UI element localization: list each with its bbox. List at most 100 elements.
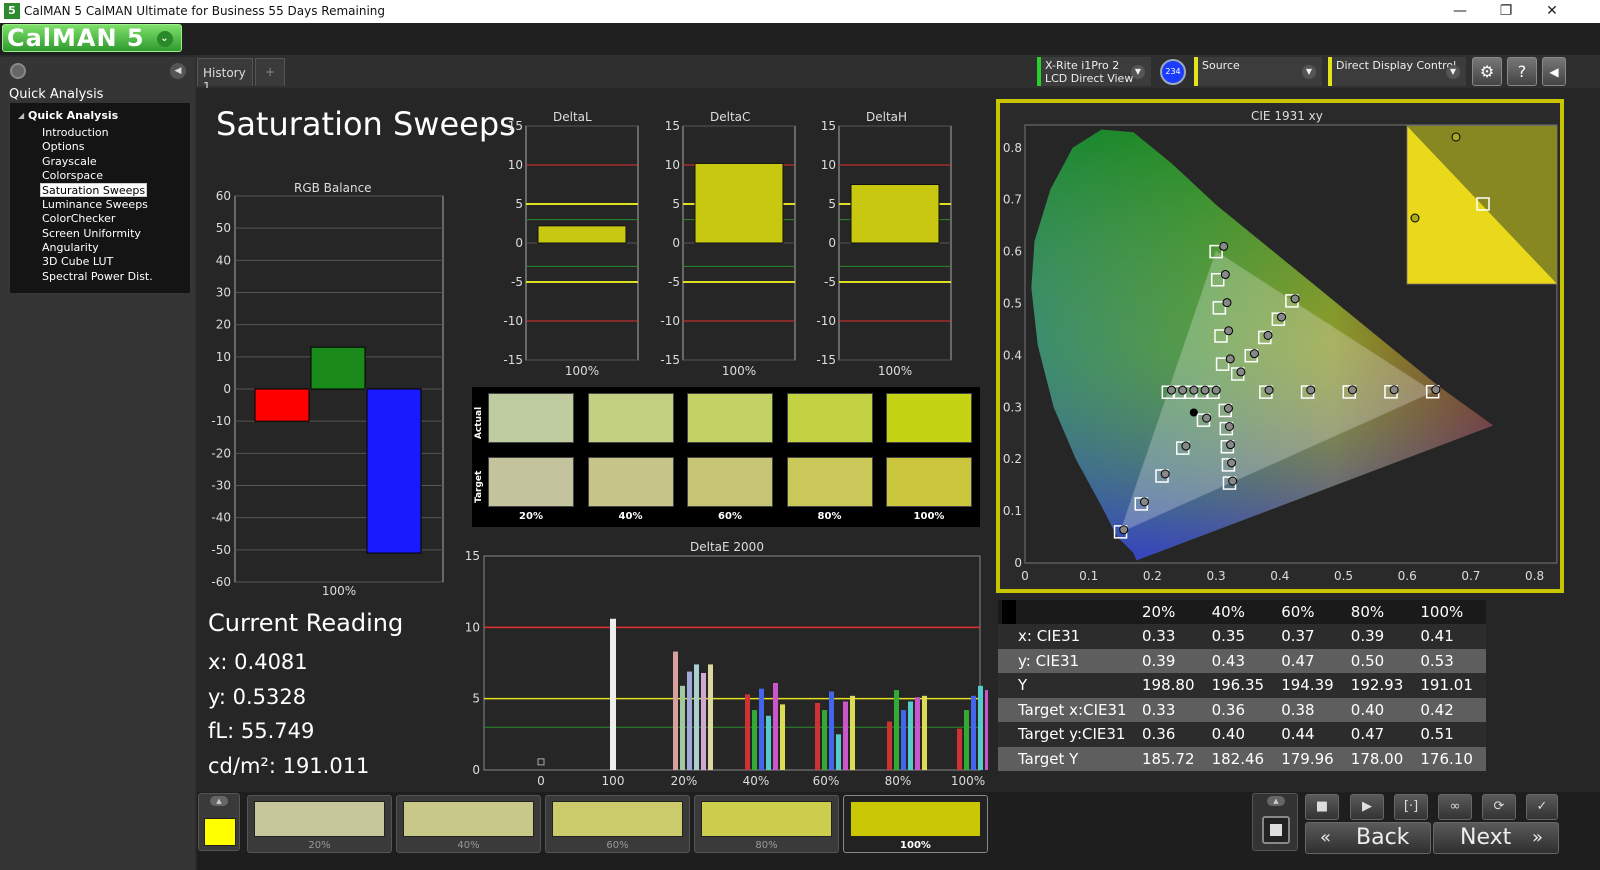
add-tab-button[interactable]: + xyxy=(255,58,285,86)
table-cell: 0.33 xyxy=(1142,700,1176,719)
sidebar-item-grayscale[interactable]: Grayscale xyxy=(42,155,97,168)
deltae-bar xyxy=(964,710,969,770)
table-cell: 0.53 xyxy=(1420,651,1454,670)
chevron-up-icon: ▲ xyxy=(210,796,228,806)
patch-button-80[interactable]: 80% xyxy=(694,795,839,853)
meter-badge[interactable]: 234 xyxy=(1160,59,1186,85)
cie-measured-point xyxy=(1167,385,1177,395)
sidebar-item-3d-cube-lut[interactable]: 3D Cube LUT xyxy=(42,255,114,268)
stop-pattern-button[interactable]: ▲ xyxy=(1252,793,1298,851)
back-button[interactable]: « Back xyxy=(1305,822,1431,854)
cie-x-tick: 0.5 xyxy=(1334,569,1353,583)
table-cell: 178.00 xyxy=(1350,749,1404,768)
tab-history-1[interactable]: History 1 xyxy=(197,58,253,94)
table-cell: 192.93 xyxy=(1350,676,1404,695)
window-titlebar: 5 CalMAN 5 CalMAN Ultimate for Business … xyxy=(0,0,1600,23)
rgb-bar-b xyxy=(366,388,422,554)
table-cell: 0.47 xyxy=(1350,725,1385,744)
patch-swatch xyxy=(850,801,981,837)
refresh-icon[interactable]: ⟳ xyxy=(1482,794,1516,820)
cie-zoom-target xyxy=(1476,197,1490,211)
actual-swatch xyxy=(886,393,972,443)
delta-tick-label: -15 xyxy=(503,353,523,367)
rgb-tick-label: 60 xyxy=(216,190,231,203)
sidebar-item-introduction[interactable]: Introduction xyxy=(42,126,109,139)
delta-chart-title: DeltaC xyxy=(710,110,751,124)
deltae-bar xyxy=(822,710,827,770)
meter-selector[interactable]: X-Rite i1Pro 2 LCD Direct View ▼ xyxy=(1037,57,1151,86)
tree-collapse-icon[interactable]: ◢ xyxy=(18,111,25,120)
table-cell: 176.10 xyxy=(1420,749,1473,768)
patch-label: 20% xyxy=(308,840,331,851)
deltae-tick-label: 15 xyxy=(465,549,480,563)
sidebar-item-colorspace[interactable]: Colorspace xyxy=(42,169,103,182)
table-cell: 0.39 xyxy=(1142,651,1176,670)
next-arrow-icon: » xyxy=(1532,827,1544,848)
gear-icon[interactable]: ⚙ xyxy=(1472,57,1502,86)
patch-button-40[interactable]: 40% xyxy=(396,795,541,853)
table-cell: 0.40 xyxy=(1350,700,1385,719)
sidebar-item-options[interactable]: Options xyxy=(42,140,85,153)
sidebar-item-saturation-sweeps[interactable]: Saturation Sweeps xyxy=(40,183,148,197)
play-icon[interactable]: ▶ xyxy=(1350,794,1384,820)
patch-label: 80% xyxy=(755,840,778,851)
next-button[interactable]: Next » xyxy=(1433,822,1559,854)
swatch-label: 20% xyxy=(519,511,543,522)
rgb-tick-label: 20 xyxy=(216,318,231,332)
stop-icon[interactable]: ■ xyxy=(1305,794,1339,820)
delta-tick-label: 15 xyxy=(508,119,523,133)
minimize-button[interactable]: — xyxy=(1453,3,1467,19)
cie-measured-point xyxy=(1431,385,1441,395)
cie-x-tick: 0.7 xyxy=(1461,569,1480,583)
swatch-label: 40% xyxy=(618,511,643,522)
maximize-button[interactable]: ❐ xyxy=(1499,3,1513,19)
cie-zoom-measured xyxy=(1410,213,1420,223)
deltae-bar xyxy=(815,702,820,770)
help-icon[interactable]: ? xyxy=(1507,57,1537,86)
back-label: Back xyxy=(1356,825,1410,850)
sidebar-item-spectral-power[interactable]: Spectral Power Dist. xyxy=(42,270,153,283)
table-cell: 0.50 xyxy=(1350,651,1385,670)
pin-icon[interactable] xyxy=(10,63,26,79)
calman-logo-menu[interactable]: CalMAN 5 ⌄ xyxy=(2,24,182,52)
deltae-bar xyxy=(687,671,692,770)
rgb-tick-label: 30 xyxy=(216,286,231,300)
patch-button-100[interactable]: 100% xyxy=(843,795,988,853)
continuous-icon[interactable]: ∞ xyxy=(1438,794,1472,820)
chevron-down-icon: ⌄ xyxy=(157,31,173,47)
display-selector[interactable]: Direct Display Control ▼ xyxy=(1328,57,1466,86)
delta-tick-label: 15 xyxy=(665,119,680,133)
cie-y-tick: 0.5 xyxy=(1003,297,1022,311)
check-icon[interactable]: ✓ xyxy=(1526,794,1558,820)
deltae-tick-label: 10 xyxy=(465,620,480,634)
tree-root[interactable]: Quick Analysis xyxy=(28,109,119,122)
logo-text: CalMAN 5 xyxy=(7,24,145,52)
patch-button-60[interactable]: 60% xyxy=(545,795,690,853)
rgb-tick-label: -40 xyxy=(211,511,231,525)
collapse-sidebar-icon[interactable]: ◀ xyxy=(170,63,186,79)
cie-title: CIE 1931 xy xyxy=(1251,109,1323,123)
sidebar-item-colorchecker[interactable]: ColorChecker xyxy=(42,212,116,225)
row-label: Target x:CIE31 xyxy=(1018,700,1127,719)
current-patch-button[interactable]: ▲ xyxy=(198,793,240,851)
delta-tick-label: -5 xyxy=(511,275,523,289)
patch-label: 60% xyxy=(606,840,629,851)
collapse-icon[interactable]: ◀ xyxy=(1542,57,1566,86)
actual-swatch xyxy=(687,393,773,443)
sidebar-item-luminance-sweeps[interactable]: Luminance Sweeps xyxy=(42,198,148,211)
cie-chart: 0 0.1 0.2 0.3 0.4 0.5 0.6 0.7 0.8 0.8 0.7 0.6 0.5 0.4… xyxy=(1003,124,1558,583)
sidebar-item-angularity[interactable]: Angularity xyxy=(42,241,99,254)
table-cell: 0.37 xyxy=(1281,627,1315,646)
target-swatch xyxy=(886,457,972,507)
close-button[interactable]: ✕ xyxy=(1546,3,1558,19)
table-cell: 196.35 xyxy=(1211,676,1265,695)
sidebar-item-screen-uniformity[interactable]: Screen Uniformity xyxy=(42,227,141,240)
patch-button-20[interactable]: 20% xyxy=(247,795,392,853)
table-cell: 0.44 xyxy=(1281,725,1315,744)
delta-bar xyxy=(537,225,627,244)
source-selector[interactable]: Source ▼ xyxy=(1194,57,1322,86)
deltae-x-label: 60% xyxy=(813,774,840,788)
table-cell: 0.39 xyxy=(1350,627,1385,646)
patch-swatch xyxy=(701,801,832,837)
read-series-icon[interactable]: [·] xyxy=(1394,794,1428,820)
